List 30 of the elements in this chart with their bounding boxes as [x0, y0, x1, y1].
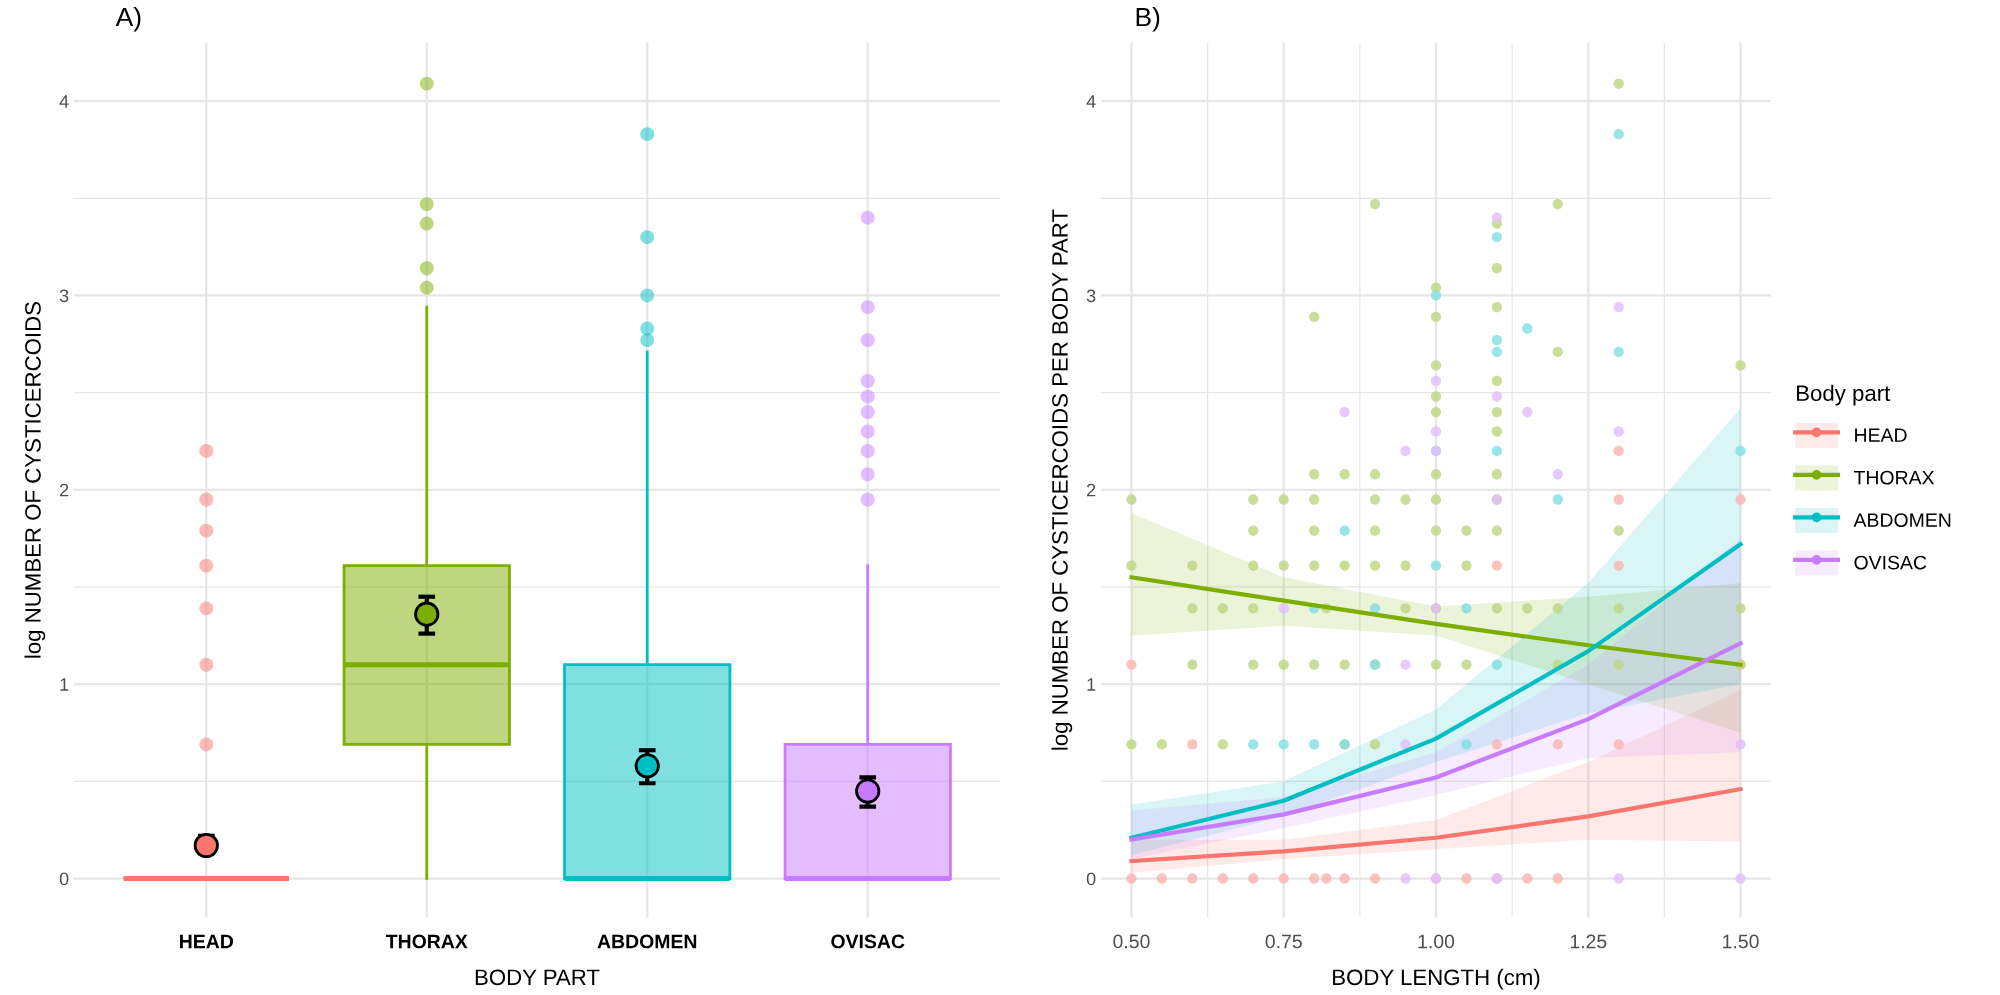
x-tick-label: ABDOMEN	[597, 934, 697, 949]
y-tick-label: 2	[60, 483, 69, 497]
x-tick-label: 0.75	[1265, 934, 1302, 949]
y-tick-label: 3	[1086, 289, 1096, 303]
x-tick-label: THORAX	[385, 934, 468, 949]
x-axis-title: BODY LENGTH (cm)	[1333, 968, 1540, 990]
x-axis-title: BODY PART	[475, 969, 600, 986]
y-tick-label: 1	[1087, 678, 1096, 691]
y-tick-label: 4	[59, 95, 69, 108]
legend-label: HEAD	[1855, 428, 1907, 442]
x-tick-label: 0.50	[1113, 934, 1150, 949]
y-tick-label: 2	[1087, 483, 1096, 497]
y-tick-label: 4	[1086, 95, 1096, 108]
chart-title: B)	[1136, 6, 1160, 32]
x-tick-label: 1.50	[1723, 934, 1759, 949]
y-tick-label: 0	[59, 872, 69, 886]
chart-title: A)	[115, 6, 141, 32]
x-tick-label: 1.25	[1570, 934, 1607, 949]
y-tick-label: 1	[60, 678, 69, 691]
x-tick-label: HEAD	[180, 934, 234, 949]
x-tick-label: 1.00	[1418, 934, 1455, 949]
legend-label: OVISAC	[1854, 555, 1927, 570]
y-axis-title: log NUMBER OF CYSTICERCOIDS	[24, 302, 46, 658]
legend-label: ABDOMEN	[1853, 513, 1951, 527]
legend-title: Body part	[1797, 384, 1891, 406]
legend-label: THORAX	[1853, 470, 1935, 485]
y-tick-label: 3	[59, 289, 69, 303]
y-tick-label: 0	[1086, 872, 1096, 886]
y-axis-title: log NUMBER OF CYSTICERCOIDS PER BODY PART	[1051, 209, 1073, 750]
x-tick-label: OVISAC	[831, 934, 905, 949]
